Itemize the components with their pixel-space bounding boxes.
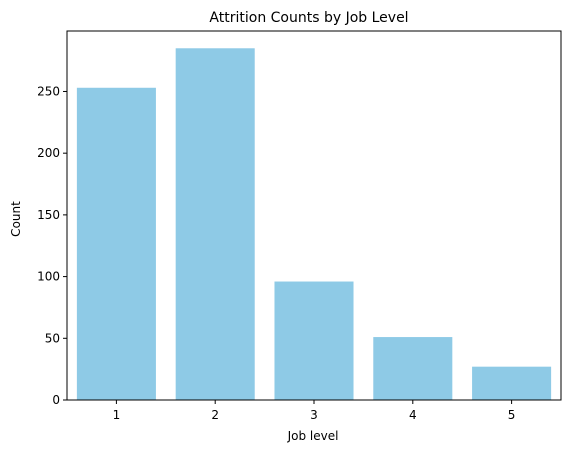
y-axis: 0 50 100 150 200 250	[37, 84, 67, 407]
bar-level-3	[274, 281, 354, 400]
x-axis-label: Job level	[287, 429, 339, 443]
x-axis: 1 2 3 4 5	[113, 400, 516, 422]
chart-title: Attrition Counts by Job Level	[209, 10, 408, 26]
bar-level-4	[373, 337, 453, 400]
x-tick-label: 4	[409, 408, 417, 422]
bar-level-2	[175, 48, 255, 401]
y-tick-label: 100	[37, 270, 60, 284]
bar-level-1	[76, 87, 156, 401]
y-tick-label: 150	[37, 208, 60, 222]
x-tick-label: 2	[211, 408, 219, 422]
y-tick-label: 50	[45, 331, 60, 345]
bars-group	[76, 48, 552, 401]
y-tick-label: 250	[37, 84, 60, 98]
y-axis-label: Count	[9, 201, 23, 237]
x-tick-label: 5	[508, 408, 516, 422]
plot-frame	[66, 30, 562, 401]
y-tick-label: 0	[52, 393, 60, 407]
x-tick-label: 1	[113, 408, 121, 422]
bar-level-5	[472, 366, 552, 400]
y-tick-label: 200	[37, 146, 60, 160]
x-tick-label: 3	[310, 408, 318, 422]
